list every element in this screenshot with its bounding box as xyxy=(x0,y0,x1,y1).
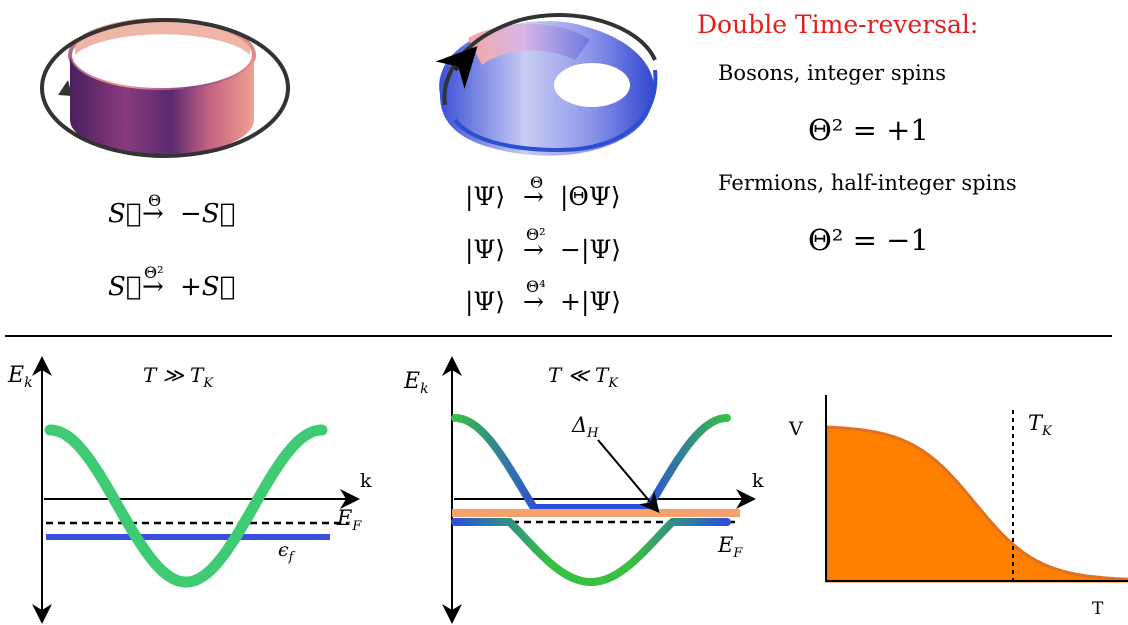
svg-text:→: → xyxy=(142,199,164,229)
svg-text:|Ψ⟩: |Ψ⟩ xyxy=(465,235,505,265)
svg-text:Θ²: Θ² xyxy=(526,225,546,244)
svg-text:→: → xyxy=(142,272,164,302)
panel2-x-label: k xyxy=(752,470,764,492)
svg-text:+S⃗: +S⃗ xyxy=(180,272,235,302)
panel1-axes xyxy=(32,356,360,624)
panel2-condition: T ≪ TK xyxy=(548,363,619,391)
panel3-axes xyxy=(825,395,1128,583)
panel2-axes xyxy=(442,356,756,624)
psi-equation-1: |Ψ⟩ Θ → |ΘΨ⟩ xyxy=(465,173,621,212)
ring-illustration xyxy=(40,18,290,158)
svg-text:→: → xyxy=(523,235,544,264)
panel2-lower-band xyxy=(451,518,731,587)
svg-text:S⃗: S⃗ xyxy=(108,199,141,229)
psi-equation-3: |Ψ⟩ Θ⁴ → +|Ψ⟩ xyxy=(465,277,621,317)
bosons-label: Bosons, integer spins xyxy=(718,61,946,85)
svg-text:Θ: Θ xyxy=(530,173,543,192)
gap-arrow xyxy=(597,439,660,514)
spin-equation-1: S⃗ Θ → −S⃗ xyxy=(108,191,235,229)
svg-text:|Ψ⟩: |Ψ⟩ xyxy=(465,287,505,317)
bosons-equation: Θ² = +1 xyxy=(808,113,929,147)
svg-text:→: → xyxy=(523,182,544,211)
svg-text:Θ²: Θ² xyxy=(144,263,164,282)
svg-text:−S⃗: −S⃗ xyxy=(180,199,235,229)
svg-text:|Ψ⟩: |Ψ⟩ xyxy=(465,182,505,212)
panel2-ef-label: EF xyxy=(717,533,743,561)
panel1-y-label: Ek xyxy=(7,363,33,391)
panel1-x-label: k xyxy=(360,470,372,492)
panel2-upper-band xyxy=(451,414,731,512)
double-time-reversal-title: Double Time-reversal: xyxy=(697,10,978,39)
panel3-y-label: V xyxy=(788,418,803,440)
svg-text:|ΘΨ⟩: |ΘΨ⟩ xyxy=(560,182,621,212)
mobius-illustration xyxy=(435,12,658,156)
svg-text:→: → xyxy=(523,287,544,316)
panel3-x-label: T xyxy=(1092,599,1104,619)
panel2-gap-label: ΔH xyxy=(571,413,599,441)
panel1-level-label: ϵf xyxy=(278,539,296,565)
svg-text:Θ: Θ xyxy=(148,191,161,210)
svg-text:S⃗: S⃗ xyxy=(108,272,141,302)
svg-text:Θ⁴: Θ⁴ xyxy=(526,277,546,296)
panel1-ef-label: EF xyxy=(336,506,362,534)
panel3-tk-label: TK xyxy=(1028,411,1053,439)
psi-equation-2: |Ψ⟩ Θ² → −|Ψ⟩ xyxy=(465,225,621,265)
panel2-y-label: Ek xyxy=(403,369,429,397)
fermions-label: Fermions, half-integer spins xyxy=(718,171,1017,195)
fermions-equation: Θ² = −1 xyxy=(808,223,929,257)
panel1-dispersion xyxy=(44,424,328,588)
svg-text:−|Ψ⟩: −|Ψ⟩ xyxy=(560,235,621,265)
panel1-condition: T ≫ TK xyxy=(143,363,214,391)
v-curve-fill xyxy=(825,425,1128,583)
spin-equation-2: S⃗ Θ² → +S⃗ xyxy=(108,263,235,302)
svg-text:+|Ψ⟩: +|Ψ⟩ xyxy=(560,287,621,317)
